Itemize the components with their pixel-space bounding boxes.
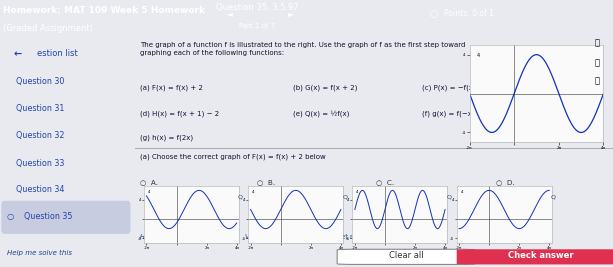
Text: ►: ► <box>288 9 294 18</box>
Text: ○  C.: ○ C. <box>376 179 394 185</box>
Text: Question 33: Question 33 <box>16 159 64 168</box>
Text: Question 35, 3.5.97: Question 35, 3.5.97 <box>216 3 299 12</box>
Text: ←: ← <box>13 49 21 59</box>
Text: (g) h(x) = f(2x): (g) h(x) = f(2x) <box>140 135 192 142</box>
Text: (b) G(x) = f(x + 2): (b) G(x) = f(x + 2) <box>292 84 357 91</box>
Text: Question 32: Question 32 <box>16 131 64 140</box>
Text: Question 35: Question 35 <box>24 212 72 221</box>
Text: ○  A.: ○ A. <box>140 179 158 185</box>
Text: Help me solve this: Help me solve this <box>140 234 202 241</box>
Text: Q: Q <box>550 194 556 199</box>
FancyBboxPatch shape <box>457 249 613 264</box>
Text: ○  D.: ○ D. <box>496 179 514 185</box>
Text: (a) F(x) = f(x) + 2: (a) F(x) = f(x) + 2 <box>140 84 202 91</box>
Text: 🔍: 🔍 <box>595 76 600 85</box>
Text: The graph of a function f is illustrated to the right. Use the graph of f as the: The graph of a function f is illustrated… <box>140 42 465 56</box>
Text: 4: 4 <box>252 190 254 194</box>
Text: Q: Q <box>238 194 243 199</box>
Text: Clear all: Clear all <box>389 252 424 260</box>
Text: Part 1 of 7: Part 1 of 7 <box>240 23 275 29</box>
Text: (d) H(x) = f(x + 1) − 2: (d) H(x) = f(x + 1) − 2 <box>140 110 219 117</box>
Text: 4: 4 <box>356 190 359 194</box>
Text: Homework: MAT 109 Week 5 Homework: Homework: MAT 109 Week 5 Homework <box>3 6 205 15</box>
Text: Help me solve this: Help me solve this <box>7 249 72 256</box>
Text: ○: ○ <box>7 212 14 221</box>
Text: Question 31: Question 31 <box>16 104 64 113</box>
Text: Points: 0 of 1: Points: 0 of 1 <box>444 9 494 18</box>
Text: Check answer: Check answer <box>508 252 574 260</box>
Text: estion list: estion list <box>37 49 78 58</box>
Text: View an example: View an example <box>245 234 302 241</box>
Text: Q: Q <box>446 194 452 199</box>
Text: (a) Choose the correct graph of F(x) = f(x) + 2 below: (a) Choose the correct graph of F(x) = f… <box>140 154 326 160</box>
Text: (c) P(x) = −f(x): (c) P(x) = −f(x) <box>422 84 476 91</box>
FancyBboxPatch shape <box>337 249 475 264</box>
Text: 🔍: 🔍 <box>595 58 600 68</box>
Text: 4: 4 <box>148 190 150 194</box>
Text: ◄: ◄ <box>227 9 233 18</box>
Text: 🔍: 🔍 <box>595 38 600 48</box>
Text: Q: Q <box>342 194 348 199</box>
Text: (Graded Assignment): (Graded Assignment) <box>3 24 93 33</box>
Text: (e) Q(x) = ½f(x): (e) Q(x) = ½f(x) <box>292 110 349 117</box>
Text: Question 34: Question 34 <box>16 185 64 194</box>
Text: 4: 4 <box>460 190 463 194</box>
Text: 4: 4 <box>476 53 479 58</box>
Text: Get more help •: Get more help • <box>336 234 390 241</box>
Text: ○  B.: ○ B. <box>257 179 275 185</box>
Text: Question 30: Question 30 <box>16 77 64 86</box>
Text: ○: ○ <box>429 9 438 18</box>
FancyBboxPatch shape <box>1 201 131 234</box>
Text: (f) g(x) = f(−x): (f) g(x) = f(−x) <box>422 110 474 117</box>
